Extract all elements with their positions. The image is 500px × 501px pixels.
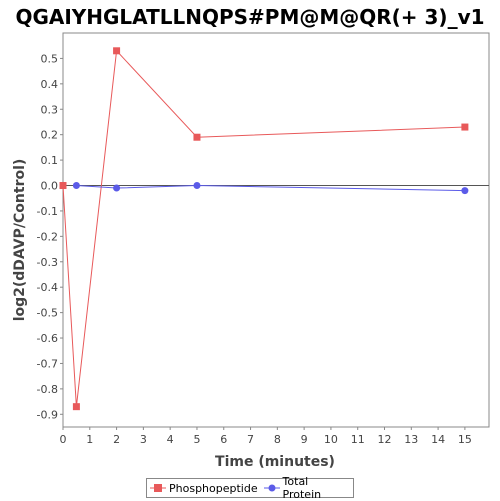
y-tick-label: -0.2	[37, 230, 58, 243]
y-axis: 0.5 0.4 0.3 0.2 0.1 0.0 -0.1 -0.2 -0.3 -0.4 -0.5 -0…	[37, 52, 63, 421]
x-tick-label: 3	[140, 433, 147, 446]
y-tick-label: -0.9	[37, 408, 58, 421]
x-tick-label: 13	[404, 433, 418, 446]
x-axis-label: Time (minutes)	[215, 454, 335, 470]
x-axis: 0 1 2 3 4 5 6 7 8 9 10 11 12 13 14 15	[60, 427, 472, 446]
x-tick-label: 11	[351, 433, 365, 446]
series-line-total-protein	[76, 185, 465, 192]
data-point-phosphopeptide	[193, 133, 201, 141]
y-tick-label: -0.4	[37, 281, 58, 294]
data-point-phosphopeptide	[113, 47, 121, 55]
x-tick-label: 7	[247, 433, 254, 446]
x-tick-label: 9	[301, 433, 308, 446]
x-tick-label: 12	[378, 433, 392, 446]
y-tick-label: -0.7	[37, 357, 58, 370]
y-axis-label: log2(dDAVP/Control)	[12, 159, 28, 322]
legend-label-total-protein: Total Protein	[282, 475, 322, 501]
y-tick-label: -0.1	[37, 205, 58, 218]
y-tick-label: 0.4	[41, 78, 59, 91]
data-point-phosphopeptide	[461, 123, 469, 131]
y-tick-label: 0.1	[41, 154, 59, 167]
data-point-total-protein	[113, 184, 121, 192]
y-tick-label: 0.5	[41, 52, 59, 65]
legend-label-phosphopeptide: Phosphopeptide	[169, 481, 258, 495]
x-tick-label: 15	[458, 433, 472, 446]
y-tick-label: -0.8	[37, 383, 58, 396]
y-tick-label: -0.3	[37, 256, 58, 269]
data-point-total-protein	[72, 182, 80, 190]
x-tick-label: 14	[431, 433, 445, 446]
x-tick-label: 8	[274, 433, 281, 446]
data-point-total-protein	[461, 187, 469, 195]
y-tick-label: 0.2	[41, 129, 59, 142]
x-tick-label: 1	[86, 433, 93, 446]
legend: Phosphopeptide Total Protein	[146, 475, 354, 501]
y-tick-label: 0.3	[41, 103, 59, 116]
x-tick-label: 10	[324, 433, 338, 446]
square-marker-icon	[150, 484, 166, 492]
x-tick-label: 0	[60, 433, 67, 446]
y-tick-label: -0.5	[37, 307, 58, 320]
circle-marker-icon	[263, 484, 280, 492]
x-tick-label: 2	[113, 433, 120, 446]
legend-item-total-protein: Total Protein	[263, 475, 350, 501]
data-point-phosphopeptide	[59, 182, 67, 190]
legend-item-phosphopeptide: Phosphopeptide	[150, 482, 258, 495]
x-tick-label: 6	[220, 433, 227, 446]
plot-area	[62, 32, 490, 428]
chart-title: QGAIYHGLATLLNQPS#PM@M@QR(+ 3)_v1	[15, 5, 484, 29]
series-layer	[59, 47, 469, 411]
x-tick-label: 4	[167, 433, 174, 446]
y-tick-label: -0.6	[37, 332, 58, 345]
x-tick-label: 5	[193, 433, 200, 446]
data-point-total-protein	[193, 182, 201, 190]
data-point-phosphopeptide	[72, 403, 80, 411]
y-tick-label: 0.0	[41, 180, 59, 193]
